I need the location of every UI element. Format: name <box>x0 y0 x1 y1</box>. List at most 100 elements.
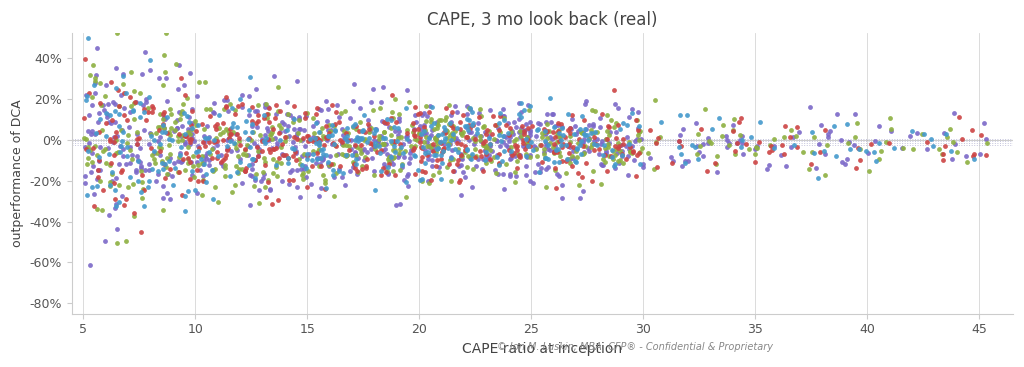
Point <box>549 149 565 155</box>
Point <box>534 159 550 165</box>
Point <box>122 160 138 166</box>
Point <box>312 186 329 192</box>
Point <box>817 127 834 133</box>
Point <box>742 134 759 139</box>
Point <box>388 119 404 125</box>
Point <box>321 134 337 140</box>
Point <box>530 126 547 132</box>
Point <box>123 69 139 75</box>
Point <box>703 126 720 132</box>
Point <box>618 134 635 140</box>
Point <box>418 103 434 109</box>
Point <box>817 172 834 178</box>
Point <box>347 137 364 143</box>
Point <box>445 135 462 141</box>
Point <box>539 111 555 117</box>
Point <box>380 156 396 161</box>
Point <box>632 149 648 155</box>
Point <box>418 130 434 135</box>
Point <box>453 141 469 147</box>
Point <box>309 155 326 161</box>
Point <box>177 131 194 137</box>
Point <box>237 129 253 135</box>
Point <box>378 142 394 148</box>
Point <box>345 124 361 130</box>
Point <box>354 127 371 133</box>
Point <box>270 155 287 161</box>
Point <box>522 119 539 125</box>
Point <box>398 179 415 185</box>
Point <box>439 142 456 148</box>
Point <box>152 148 168 153</box>
Point <box>339 138 355 144</box>
Point <box>550 120 566 126</box>
Point <box>106 197 123 203</box>
Point <box>133 164 150 170</box>
Point <box>727 148 743 154</box>
Point <box>315 135 332 141</box>
Point <box>196 126 212 132</box>
Point <box>677 160 693 166</box>
Point <box>501 132 517 138</box>
Point <box>471 137 487 143</box>
Point <box>356 155 373 160</box>
Point <box>554 125 570 131</box>
Point <box>171 62 187 68</box>
Point <box>306 130 323 136</box>
Point <box>273 178 290 184</box>
Point <box>472 106 488 112</box>
Point <box>521 127 538 132</box>
Point <box>218 98 234 103</box>
Point <box>195 161 211 167</box>
Point <box>302 137 318 143</box>
Point <box>384 92 400 98</box>
Point <box>183 106 200 112</box>
Point <box>95 149 112 155</box>
Point <box>321 161 337 167</box>
Point <box>122 109 138 115</box>
Point <box>385 161 401 167</box>
Point <box>274 120 291 126</box>
Point <box>436 138 453 144</box>
Point <box>406 127 422 132</box>
Point <box>242 203 258 208</box>
Point <box>375 135 391 141</box>
Point <box>782 127 799 132</box>
Point <box>112 123 128 129</box>
Point <box>136 109 153 115</box>
Point <box>652 119 669 125</box>
Point <box>944 156 961 162</box>
Point <box>205 109 221 115</box>
Point <box>732 137 749 143</box>
Point <box>80 155 96 161</box>
Point <box>382 153 398 159</box>
Point <box>125 107 141 113</box>
Point <box>628 117 644 123</box>
Point <box>475 124 492 130</box>
Point <box>307 135 324 141</box>
Point <box>142 130 159 136</box>
Point <box>593 161 609 167</box>
Point <box>176 82 193 88</box>
Point <box>840 141 856 146</box>
Point <box>338 153 354 159</box>
Point <box>161 136 177 142</box>
Point <box>694 153 711 159</box>
Point <box>219 137 236 143</box>
Point <box>223 105 240 110</box>
Title: CAPE, 3 mo look back (real): CAPE, 3 mo look back (real) <box>427 11 657 29</box>
Point <box>412 177 428 183</box>
Point <box>321 123 337 128</box>
Point <box>381 161 397 167</box>
Point <box>562 156 579 162</box>
Point <box>379 116 395 122</box>
Point <box>527 169 544 175</box>
Point <box>233 166 250 172</box>
Point <box>551 149 567 155</box>
Point <box>89 176 105 182</box>
Point <box>205 145 221 151</box>
Point <box>286 116 302 121</box>
Point <box>398 105 415 111</box>
Point <box>173 137 189 142</box>
Point <box>482 147 499 153</box>
